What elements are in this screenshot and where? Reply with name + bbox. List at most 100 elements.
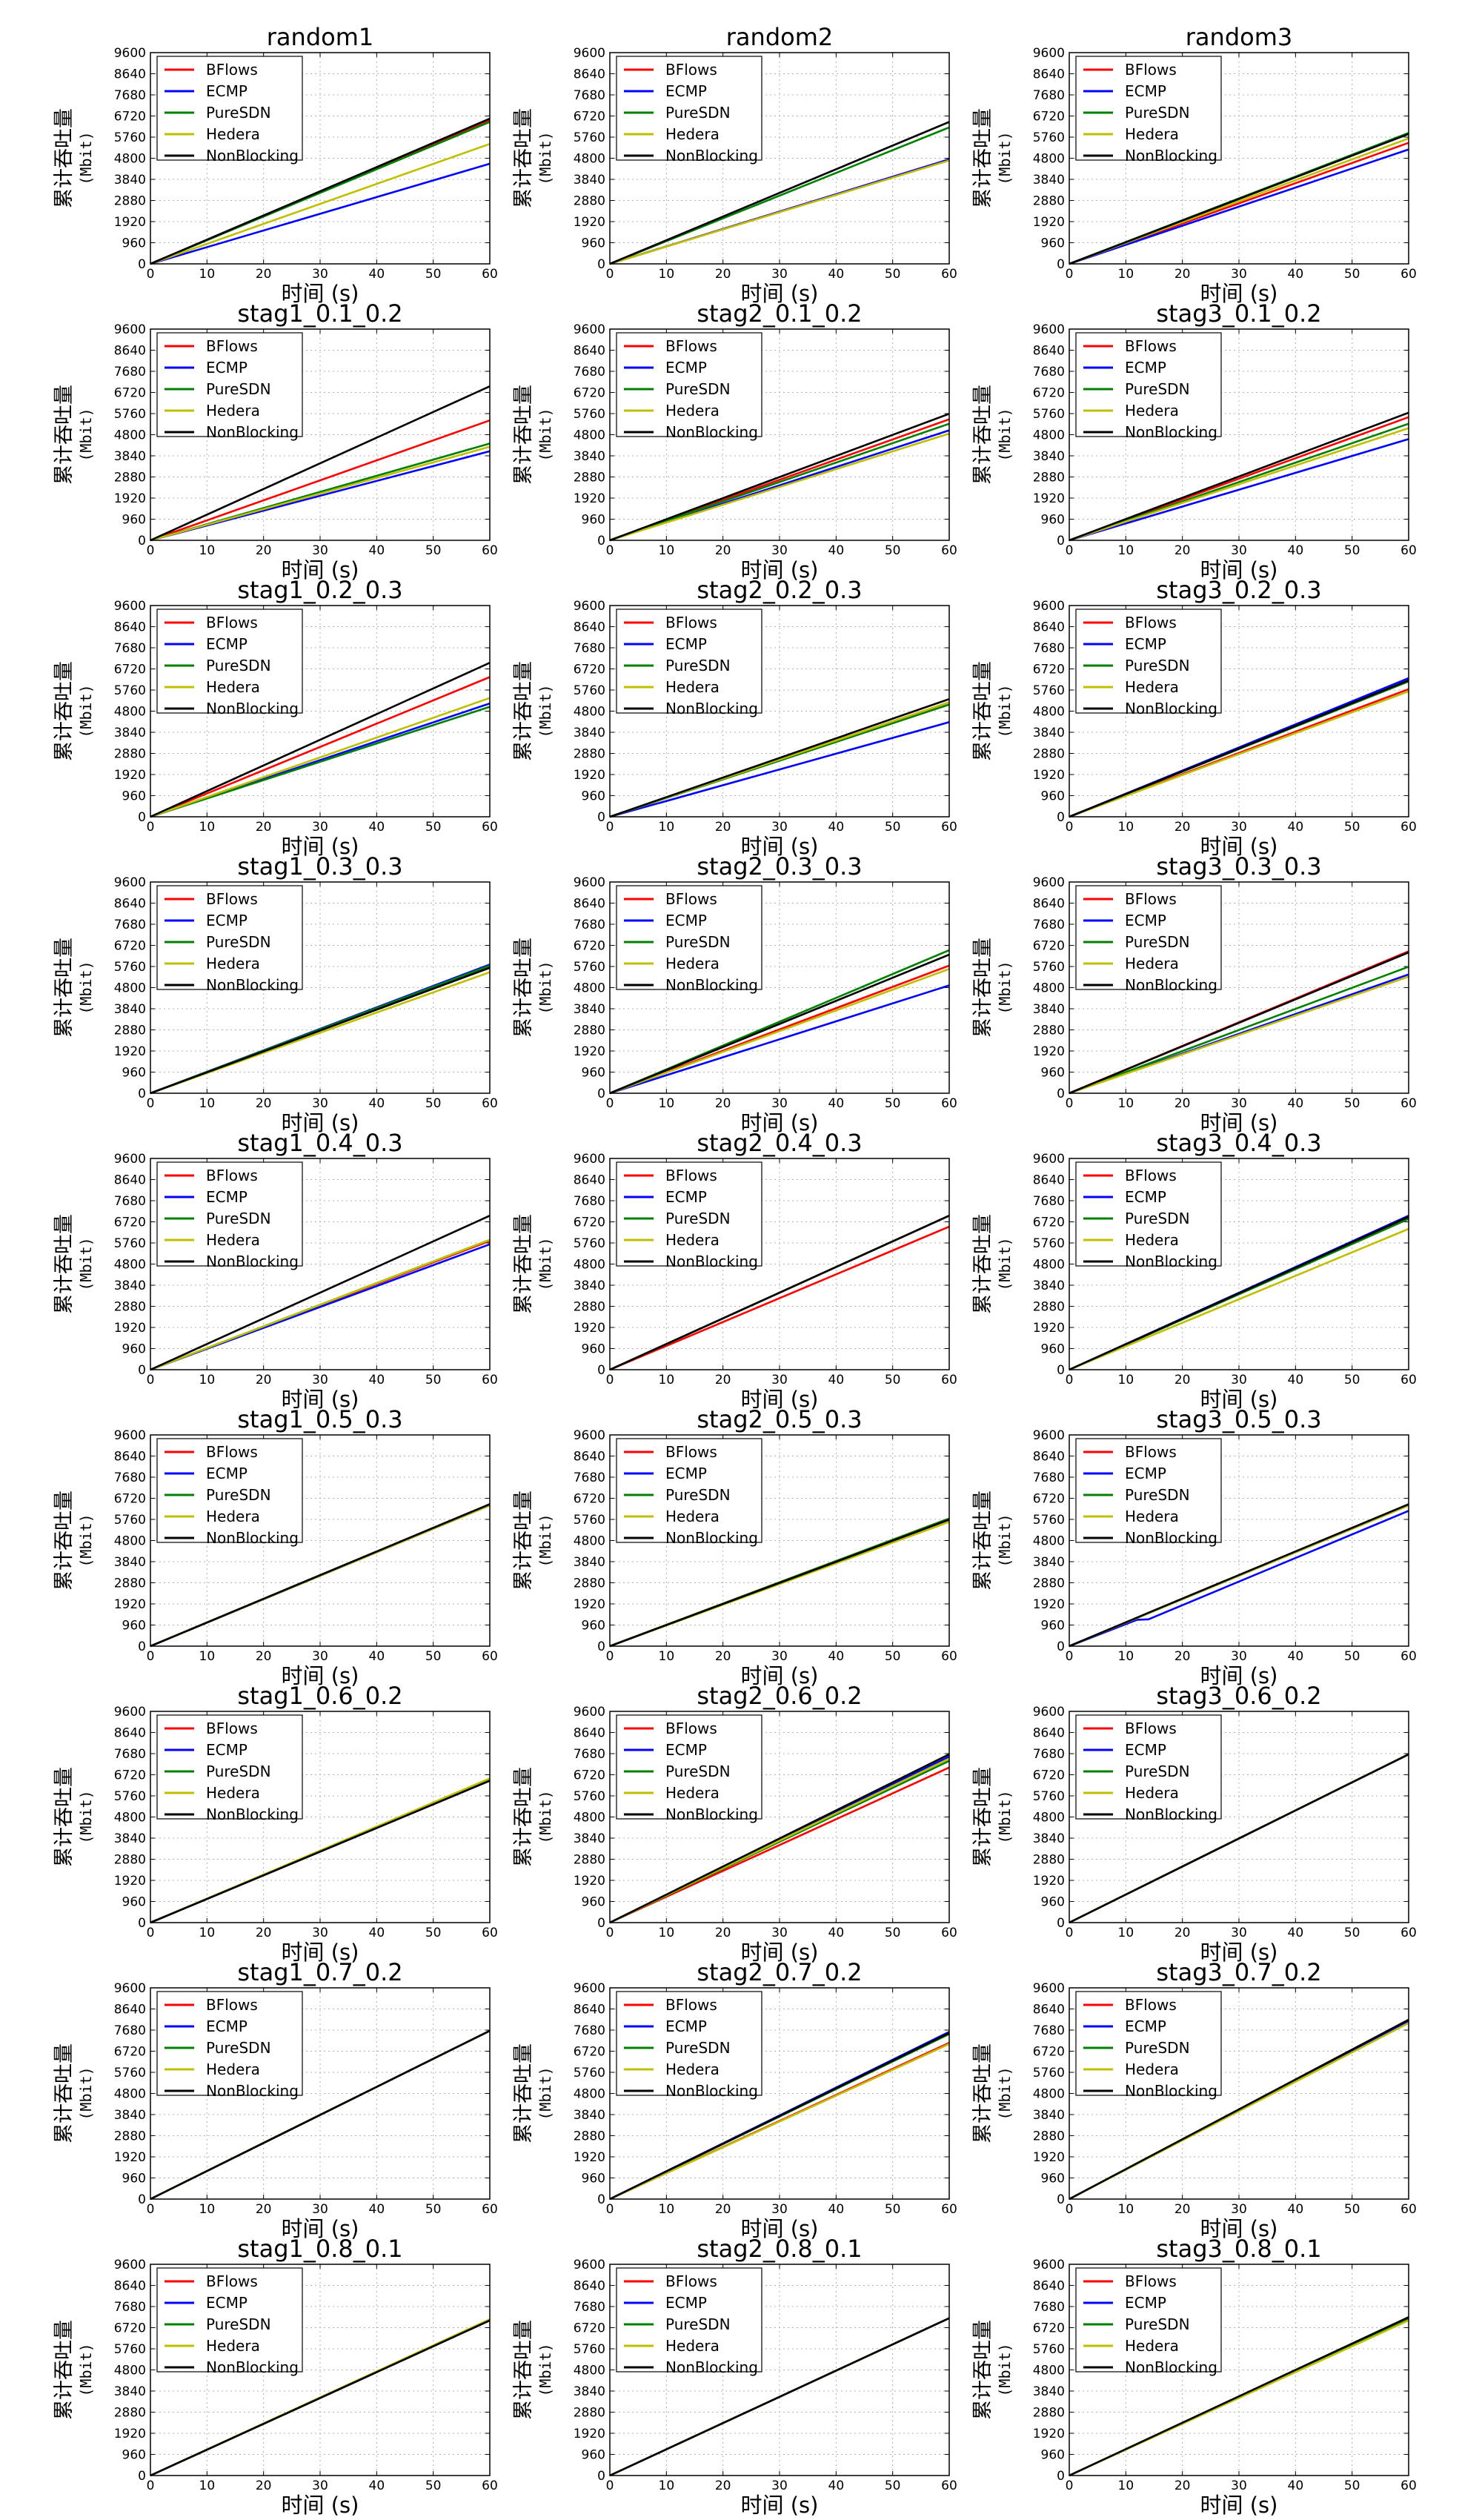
x-tick-label: 40 — [1288, 543, 1304, 558]
y-tick-label: 1920 — [1033, 1597, 1065, 1612]
x-tick-label: 40 — [828, 2478, 845, 2493]
x-tick-label: 50 — [1344, 267, 1360, 282]
y-tick-label: 6720 — [114, 2045, 146, 2060]
y-tick-label: 960 — [1041, 1342, 1065, 1357]
chart-panel: stag1_0.1_0.2096019202880384048005760672… — [53, 299, 498, 583]
y-axis-label: 累计吞吐量 — [53, 1214, 76, 1314]
y-tick-label: 2880 — [114, 2129, 146, 2144]
legend-label-puresdn: PureSDN — [1125, 2315, 1190, 2333]
y-tick-label: 5760 — [114, 2066, 146, 2080]
legend-box — [616, 56, 762, 161]
series-line-ecmp — [150, 162, 491, 265]
chart-title: stag2_0.1_0.2 — [697, 299, 862, 328]
y-tick-label: 2880 — [1033, 2406, 1065, 2421]
plot-frame — [150, 1711, 491, 1923]
x-tick-label: 0 — [606, 1926, 614, 1940]
series-line-hedera — [150, 1239, 491, 1371]
x-tick-label: 40 — [369, 2478, 385, 2493]
x-tick-label: 20 — [715, 1373, 731, 1387]
plot-frame — [1069, 881, 1409, 1094]
x-tick-label: 60 — [1400, 1373, 1417, 1387]
x-tick-label: 10 — [1118, 2202, 1134, 2217]
y-tick-label: 960 — [1041, 236, 1065, 251]
y-tick-label: 960 — [582, 513, 605, 528]
y-axis-label: 累计吞吐量 — [512, 2043, 535, 2143]
y-tick-label: 0 — [1057, 810, 1065, 825]
x-axis-label: 时间 (s) — [741, 281, 819, 306]
x-tick-label: 50 — [885, 1649, 901, 1664]
y-tick-label: 9600 — [114, 875, 146, 890]
y-tick-label: 5760 — [114, 960, 146, 975]
x-axis-label: 时间 (s) — [741, 2216, 819, 2241]
y-tick-label: 960 — [582, 789, 605, 804]
x-tick-label: 40 — [828, 1373, 845, 1387]
x-axis-label: 时间 (s) — [1200, 2493, 1278, 2518]
y-tick-label: 2880 — [1033, 1024, 1065, 1038]
y-tick-label: 9600 — [574, 599, 605, 614]
x-tick-label: 10 — [659, 2202, 675, 2217]
x-tick-label: 0 — [1066, 1926, 1074, 1940]
legend-label-puresdn: PureSDN — [665, 657, 731, 674]
y-axis-unit: (Mbit) — [536, 2066, 554, 2120]
y-tick-label: 0 — [1057, 1363, 1065, 1378]
legend-label-bflows: BFlows — [1125, 1167, 1177, 1184]
y-tick-label: 8640 — [1033, 1173, 1065, 1188]
series-line-nonblocking — [150, 2319, 491, 2477]
y-tick-label: 6720 — [1033, 939, 1065, 954]
y-tick-label: 4800 — [1033, 1811, 1065, 1826]
y-tick-label: 6720 — [574, 1768, 605, 1783]
y-tick-label: 7680 — [114, 1470, 146, 1485]
legend-label-ecmp: ECMP — [1125, 82, 1166, 100]
legend: BFlows ECMP PureSDN Hedera NonBlocking — [156, 885, 303, 994]
legend-label-ecmp: ECMP — [665, 1465, 707, 1482]
y-tick-label: 1920 — [114, 1044, 146, 1059]
y-tick-label: 9600 — [574, 46, 605, 61]
x-tick-label: 40 — [369, 1373, 385, 1387]
legend-box — [1075, 885, 1222, 990]
legend-label-ecmp: ECMP — [206, 912, 247, 929]
y-tick-label: 5760 — [574, 130, 605, 145]
x-tick-label: 40 — [369, 1926, 385, 1940]
y-tick-label: 1920 — [574, 768, 605, 783]
x-tick-label: 60 — [1400, 1096, 1417, 1111]
y-tick-label: 5760 — [1033, 1236, 1065, 1251]
legend-box — [616, 1714, 762, 1820]
series-line-hedera — [1069, 690, 1409, 818]
y-tick-label: 1920 — [574, 1597, 605, 1612]
series-line-nonblocking — [1069, 679, 1409, 818]
legend-label-hedera: Hedera — [665, 402, 720, 420]
legend: BFlows ECMP PureSDN Hedera NonBlocking — [1075, 609, 1222, 717]
x-tick-label: 20 — [1174, 1373, 1191, 1387]
y-tick-label: 8640 — [114, 2003, 146, 2017]
y-tick-label: 7680 — [114, 88, 146, 103]
y-tick-label: 7680 — [574, 88, 605, 103]
y-tick-label: 960 — [122, 1619, 146, 1634]
x-tick-label: 60 — [1400, 2202, 1417, 2217]
y-tick-label: 8640 — [114, 2279, 146, 2294]
plot-frame — [150, 1434, 491, 1647]
legend-label-bflows: BFlows — [1125, 614, 1177, 631]
y-tick-label: 9600 — [1033, 1428, 1065, 1443]
x-tick-label: 30 — [1231, 2202, 1247, 2217]
y-axis-label: 累计吞吐量 — [53, 2320, 76, 2420]
x-axis-label: 时间 (s) — [282, 834, 359, 859]
legend: BFlows ECMP PureSDN Hedera NonBlocking — [156, 1714, 303, 1823]
y-tick-label: 8640 — [114, 344, 146, 359]
legend-label-hedera: Hedera — [665, 2337, 720, 2355]
plot-frame — [609, 605, 950, 818]
x-tick-label: 50 — [425, 2202, 442, 2217]
x-tick-label: 10 — [199, 2478, 216, 2493]
legend-box — [156, 1714, 303, 1820]
x-tick-label: 30 — [1231, 1373, 1247, 1387]
y-tick-label: 8640 — [1033, 1450, 1065, 1465]
y-tick-label: 0 — [597, 1639, 605, 1654]
x-tick-label: 50 — [425, 2478, 442, 2493]
series-line-nonblocking — [609, 2032, 950, 2201]
y-tick-label: 2880 — [574, 194, 605, 209]
y-tick-label: 960 — [122, 2448, 146, 2463]
y-tick-label: 6720 — [574, 939, 605, 954]
y-tick-label: 960 — [582, 1895, 605, 1910]
y-axis-unit: (Mbit) — [996, 1237, 1014, 1290]
chart-title: stag1_0.6_0.2 — [237, 1682, 402, 1710]
y-tick-label: 0 — [597, 2192, 605, 2207]
